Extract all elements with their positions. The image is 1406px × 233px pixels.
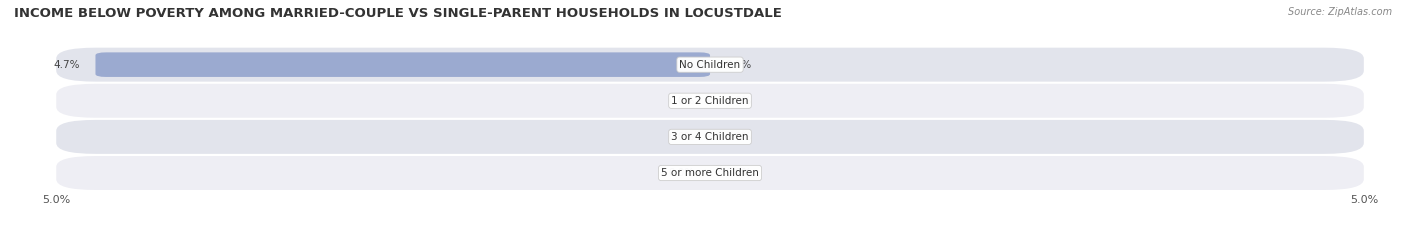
FancyBboxPatch shape	[56, 156, 1364, 190]
Text: 0.0%: 0.0%	[725, 132, 752, 142]
Text: 0.0%: 0.0%	[725, 168, 752, 178]
Text: INCOME BELOW POVERTY AMONG MARRIED-COUPLE VS SINGLE-PARENT HOUSEHOLDS IN LOCUSTD: INCOME BELOW POVERTY AMONG MARRIED-COUPL…	[14, 7, 782, 20]
Text: Source: ZipAtlas.com: Source: ZipAtlas.com	[1288, 7, 1392, 17]
Text: 0.0%: 0.0%	[725, 60, 752, 70]
Text: 5 or more Children: 5 or more Children	[661, 168, 759, 178]
Text: 1 or 2 Children: 1 or 2 Children	[671, 96, 749, 106]
Text: 0.0%: 0.0%	[668, 168, 695, 178]
FancyBboxPatch shape	[96, 52, 710, 77]
Text: 0.0%: 0.0%	[668, 132, 695, 142]
Text: 0.0%: 0.0%	[668, 96, 695, 106]
Text: 3 or 4 Children: 3 or 4 Children	[671, 132, 749, 142]
FancyBboxPatch shape	[56, 84, 1364, 118]
Text: No Children: No Children	[679, 60, 741, 70]
FancyBboxPatch shape	[56, 120, 1364, 154]
Text: 4.7%: 4.7%	[53, 60, 80, 70]
Text: 0.0%: 0.0%	[725, 96, 752, 106]
FancyBboxPatch shape	[56, 48, 1364, 82]
